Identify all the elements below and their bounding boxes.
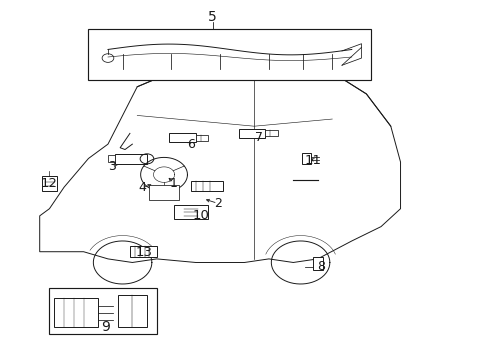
Bar bbox=[238, 129, 265, 138]
Text: 13: 13 bbox=[136, 246, 153, 259]
Bar bbox=[115, 154, 147, 164]
Bar bbox=[149, 185, 178, 200]
Bar bbox=[42, 176, 57, 191]
Bar bbox=[173, 205, 207, 220]
Bar bbox=[302, 153, 310, 164]
Bar bbox=[49, 288, 157, 334]
Text: 11: 11 bbox=[304, 154, 321, 167]
Bar bbox=[265, 130, 277, 136]
Bar bbox=[118, 295, 147, 327]
Bar bbox=[54, 298, 98, 327]
Text: 2: 2 bbox=[213, 197, 221, 210]
Text: 9: 9 bbox=[101, 320, 110, 334]
Text: 8: 8 bbox=[317, 260, 325, 273]
Bar bbox=[168, 134, 195, 142]
Bar bbox=[312, 257, 323, 270]
Text: 1: 1 bbox=[169, 177, 177, 190]
Bar bbox=[195, 135, 207, 141]
Text: 4: 4 bbox=[138, 181, 146, 194]
Text: 12: 12 bbox=[41, 177, 58, 190]
Text: 5: 5 bbox=[208, 10, 217, 24]
Bar bbox=[190, 181, 222, 191]
Text: 10: 10 bbox=[192, 210, 209, 222]
Text: 6: 6 bbox=[186, 138, 194, 150]
Text: 3: 3 bbox=[108, 160, 116, 173]
Text: 7: 7 bbox=[255, 131, 263, 144]
Bar bbox=[108, 155, 115, 162]
Bar bbox=[130, 246, 157, 257]
Bar bbox=[88, 30, 370, 80]
